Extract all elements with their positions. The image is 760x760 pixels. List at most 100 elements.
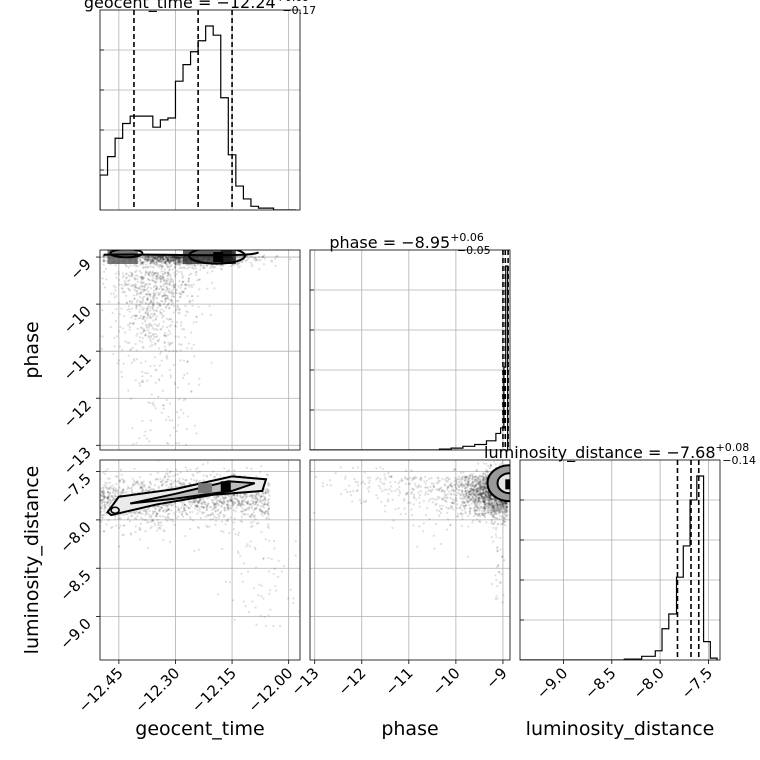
sample-point — [484, 490, 487, 493]
sample-point — [474, 478, 477, 481]
sample-point — [144, 430, 147, 433]
sample-point — [135, 314, 138, 318]
sample-point — [227, 494, 230, 497]
sample-point — [169, 518, 172, 521]
sample-point — [255, 492, 258, 495]
sample-point — [189, 331, 193, 334]
sample-point — [153, 292, 156, 295]
sample-point — [200, 501, 203, 504]
sample-point — [186, 372, 189, 375]
sample-point — [505, 509, 508, 512]
sample-point — [159, 285, 162, 288]
sample-point — [164, 262, 167, 265]
sample-point — [107, 519, 110, 522]
sample-point — [207, 514, 210, 517]
sample-point — [181, 256, 184, 259]
sample-point — [170, 303, 173, 306]
sample-point — [175, 480, 178, 483]
sample-point — [134, 512, 137, 515]
sample-point — [472, 499, 475, 502]
sample-point — [193, 507, 197, 510]
sample-point — [121, 287, 124, 290]
sample-point — [248, 506, 251, 509]
sample-point — [102, 497, 106, 500]
sample-point — [145, 310, 148, 313]
density-cell — [198, 483, 213, 494]
sample-point — [148, 315, 151, 318]
sample-point — [167, 258, 170, 261]
sample-point — [484, 512, 487, 515]
sample-point — [100, 347, 104, 350]
sample-point — [172, 286, 176, 289]
sample-point — [266, 503, 269, 506]
sample-point — [461, 501, 464, 504]
sample-point — [127, 305, 130, 308]
sample-point — [180, 283, 183, 286]
sample-point — [500, 509, 503, 512]
sample-point — [495, 506, 499, 509]
sample-point — [112, 495, 115, 498]
sample-point — [157, 255, 161, 258]
sample-point — [484, 477, 487, 480]
sample-point — [478, 486, 481, 490]
sample-point — [179, 255, 183, 258]
sample-point — [135, 300, 138, 303]
sample-point — [148, 256, 151, 259]
sample-point — [155, 261, 158, 264]
sample-point — [151, 260, 154, 263]
sample-point — [255, 498, 259, 501]
sample-point — [162, 294, 166, 297]
sample-point — [189, 300, 192, 303]
sample-point — [265, 473, 269, 476]
sample-point — [228, 495, 231, 499]
sample-point — [143, 258, 146, 261]
sample-point — [152, 299, 156, 302]
sample-point — [199, 268, 202, 271]
sample-point — [137, 260, 140, 263]
sample-point — [151, 258, 154, 261]
sample-point — [461, 493, 464, 496]
sample-point — [481, 475, 485, 478]
sample-point — [173, 523, 176, 527]
sample-point — [221, 502, 224, 505]
sample-point — [470, 488, 474, 491]
sample-point — [114, 286, 117, 289]
sample-point — [154, 296, 157, 299]
sample-point — [493, 504, 496, 507]
sample-point — [172, 291, 175, 295]
sample-point — [237, 500, 240, 503]
sample-point — [100, 502, 104, 505]
sample-point — [178, 307, 181, 310]
sample-point — [209, 266, 212, 269]
sample-point — [155, 288, 158, 291]
sample-point — [134, 317, 137, 321]
sample-point — [144, 256, 147, 259]
sample-point — [158, 264, 162, 267]
sample-point — [176, 485, 179, 488]
sample-point — [168, 256, 172, 259]
sample-point — [166, 288, 169, 291]
sample-point — [184, 509, 187, 512]
sample-point — [219, 511, 222, 514]
sample-point — [178, 479, 181, 483]
sample-point — [154, 263, 157, 266]
sample-point — [164, 296, 167, 300]
sample-point — [503, 506, 507, 509]
sample-point — [488, 503, 491, 506]
sample-point — [166, 259, 170, 262]
sample-point — [157, 277, 161, 280]
sample-point — [162, 258, 165, 261]
sample-point — [466, 514, 470, 518]
sample-point — [248, 503, 252, 506]
sample-point — [483, 475, 486, 479]
sample-point — [254, 501, 258, 504]
sample-point — [125, 301, 129, 304]
sample-point — [146, 259, 149, 262]
sample-point — [485, 505, 488, 508]
sample-point — [128, 325, 131, 329]
sample-point — [153, 257, 156, 260]
sample-point — [177, 256, 180, 259]
sample-point — [193, 265, 197, 268]
sample-point — [113, 296, 116, 299]
sample-point — [452, 489, 455, 492]
